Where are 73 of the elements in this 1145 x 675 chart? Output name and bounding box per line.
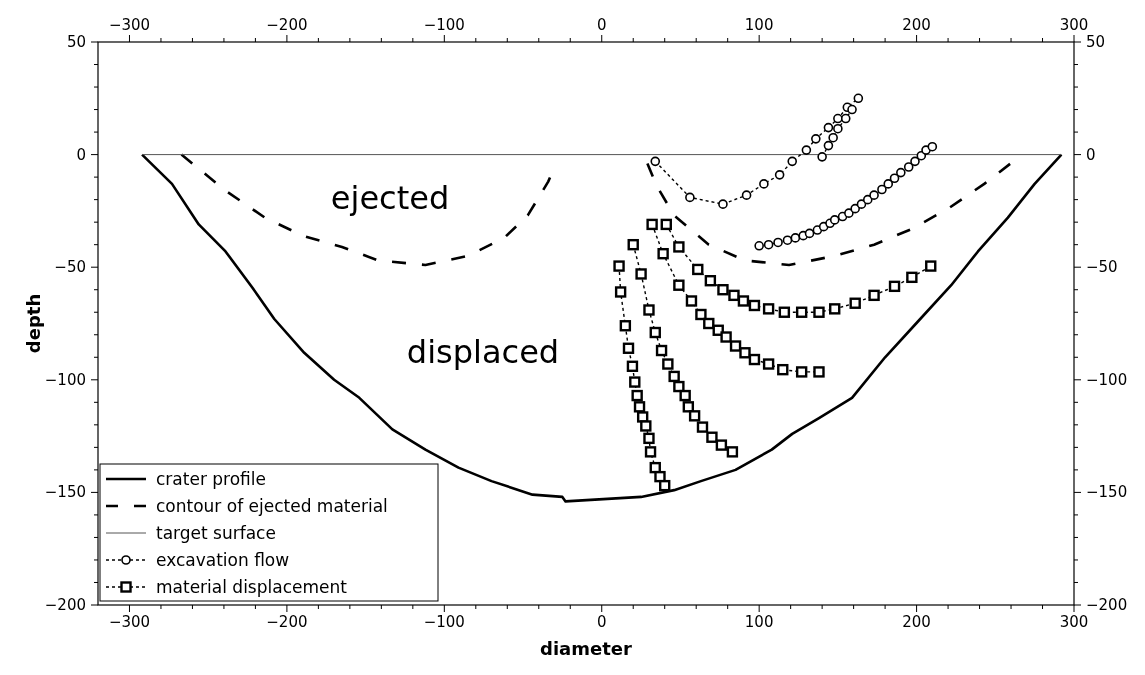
y2-tick-label: 0 <box>1086 145 1096 164</box>
y2-tick-label: −50 <box>1086 258 1118 277</box>
point <box>804 228 815 239</box>
y-tick-label: 0 <box>76 145 86 164</box>
point <box>773 237 783 248</box>
point <box>790 233 801 243</box>
point <box>862 194 873 205</box>
y-tick-label: 50 <box>66 33 86 51</box>
y2-tick-label: 50 <box>1086 33 1106 51</box>
annotation: displaced <box>406 333 560 371</box>
y2-tick-label: −150 <box>1086 483 1128 502</box>
y-axis-title: depth <box>23 293 44 354</box>
point <box>850 203 860 214</box>
point <box>889 173 900 184</box>
x2-tick-label: 300 <box>1059 16 1089 34</box>
x-tick-label: −300 <box>108 613 151 631</box>
x-tick-label: −200 <box>266 613 308 631</box>
point <box>801 145 812 155</box>
point <box>718 199 728 209</box>
point <box>685 192 695 203</box>
point <box>896 167 906 178</box>
point <box>828 132 838 143</box>
x2-tick-label: 200 <box>902 16 931 34</box>
legend-label: crater profile <box>156 469 266 489</box>
x2-tick-label: −200 <box>266 16 308 34</box>
x2-tick-label: 0 <box>596 16 607 34</box>
point <box>910 156 920 167</box>
point <box>840 113 851 124</box>
point <box>883 179 894 189</box>
point <box>833 123 843 134</box>
y2-tick-label: −100 <box>1086 370 1128 389</box>
annotation: ejected <box>330 179 450 217</box>
x-tick-label: 200 <box>902 613 931 631</box>
point <box>754 241 764 251</box>
x-tick-label: −100 <box>423 613 465 631</box>
point <box>829 215 840 225</box>
point <box>844 208 854 218</box>
legend-label: material displacement <box>156 577 348 597</box>
y-tick-label: −200 <box>44 596 86 614</box>
point <box>759 179 769 189</box>
x2-tick-label: −300 <box>108 16 151 34</box>
legend-label: contour of ejected material <box>156 496 388 516</box>
legend-label: excavation flow <box>156 550 290 570</box>
point <box>847 104 857 115</box>
point <box>823 122 834 133</box>
point <box>763 239 774 250</box>
point <box>853 93 864 104</box>
y2-tick-label: −200 <box>1086 596 1128 614</box>
point <box>774 170 785 180</box>
point <box>811 134 821 144</box>
point <box>833 113 843 124</box>
x2-tick-label: 100 <box>744 16 774 34</box>
point <box>741 190 752 200</box>
legend-label: target surface <box>156 523 276 543</box>
point <box>877 184 887 195</box>
x-tick-label: 100 <box>744 613 774 631</box>
y-tick-label: −100 <box>44 370 86 389</box>
point <box>856 199 867 209</box>
point <box>823 140 834 151</box>
x-axis-title: diameter <box>540 638 633 659</box>
point <box>787 156 798 167</box>
y-tick-label: −50 <box>54 258 86 277</box>
y-tick-label: −150 <box>44 483 86 502</box>
point <box>921 145 931 155</box>
x-tick-label: 0 <box>596 613 607 631</box>
point <box>782 235 793 245</box>
point <box>650 156 661 167</box>
point <box>869 190 879 200</box>
point <box>903 162 914 172</box>
x2-tick-label: −100 <box>423 16 465 34</box>
point <box>927 141 938 152</box>
point <box>817 152 827 162</box>
x-tick-label: 300 <box>1059 613 1089 631</box>
